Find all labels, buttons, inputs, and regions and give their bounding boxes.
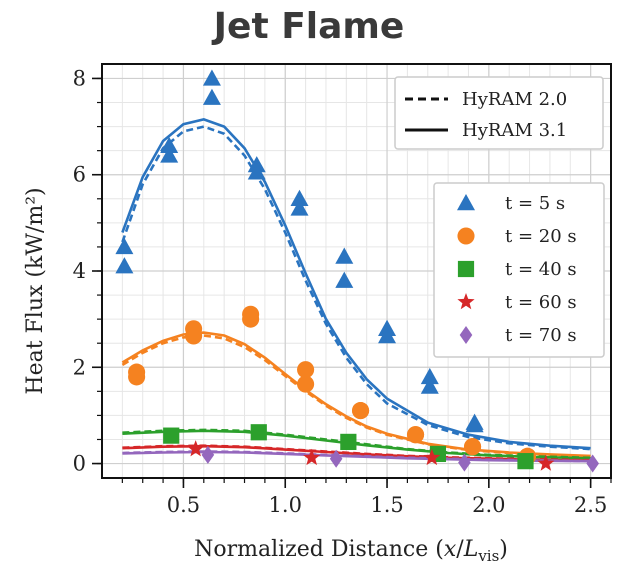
data-point-t-40-s bbox=[250, 424, 267, 441]
legend-label-hyram-3-1: HyRAM 3.1 bbox=[462, 120, 567, 141]
legend-label-t-20-s: t = 20 s bbox=[505, 226, 577, 247]
legend-label-t-5-s: t = 5 s bbox=[505, 193, 565, 214]
data-point-t-20-s bbox=[406, 426, 425, 444]
data-point-t-20-s bbox=[242, 310, 260, 328]
legend-triangle-icon bbox=[457, 194, 475, 211]
data-point-t-40-s bbox=[517, 453, 534, 470]
y-tick-label: 6 bbox=[73, 163, 86, 187]
x-tick-label: 1.0 bbox=[269, 493, 302, 517]
data-point-t-20-s bbox=[297, 375, 315, 393]
y-tick-label: 8 bbox=[73, 66, 86, 90]
data-point-t-70-s bbox=[586, 454, 599, 473]
legend-models: HyRAM 2.0 HyRAM 3.1 bbox=[394, 76, 604, 150]
data-point-t-20-s bbox=[297, 361, 315, 379]
data-point-t-20-s bbox=[352, 402, 370, 420]
x-tick-label: 0.5 bbox=[167, 493, 200, 517]
data-point-t-20-s bbox=[185, 327, 203, 345]
data-point-t-5-s bbox=[202, 88, 221, 105]
data-point-t-5-s bbox=[202, 69, 221, 86]
data-point-t-5-s bbox=[115, 237, 134, 255]
y-tick-label: 4 bbox=[73, 259, 86, 283]
data-point-t-40-s bbox=[163, 427, 180, 444]
data-point-t-70-s bbox=[458, 453, 471, 472]
legend-square-icon bbox=[457, 260, 475, 278]
legend-diamond-icon bbox=[459, 326, 473, 344]
legend-label-t-40-s: t = 40 s bbox=[505, 259, 577, 280]
x-tick-label: 1.5 bbox=[370, 493, 403, 517]
data-point-t-5-s bbox=[335, 247, 354, 264]
legend-star-icon bbox=[457, 293, 475, 310]
data-point-t-5-s bbox=[160, 136, 179, 154]
data-point-t-5-s bbox=[290, 199, 309, 216]
x-axis-label: Normalized Distance (x/Lvis) bbox=[194, 537, 508, 563]
data-point-t-70-s bbox=[329, 449, 343, 468]
chart-title: Jet Flame bbox=[213, 6, 405, 47]
data-point-t-5-s bbox=[420, 377, 439, 394]
legend-times-box bbox=[433, 182, 605, 358]
axis-ticks: 0.5 1.0 1.5 2.0 2.5 0 2 4 6 8 bbox=[73, 66, 612, 517]
model-2-0-line-t-5-s bbox=[121, 125, 591, 451]
y-tick-label: 2 bbox=[73, 355, 86, 379]
x-tick-label: 2.0 bbox=[472, 493, 505, 517]
data-point-t-70-s bbox=[201, 445, 215, 464]
data-point-t-60-s bbox=[537, 454, 555, 471]
data-point-t-60-s bbox=[303, 448, 321, 466]
data-point-t-5-s bbox=[290, 189, 309, 206]
data-point-t-20-s bbox=[128, 368, 146, 386]
data-point-t-5-s bbox=[465, 416, 484, 433]
data-point-t-40-s bbox=[340, 433, 357, 450]
data-point-t-5-s bbox=[115, 257, 134, 274]
data-point-t-5-s bbox=[335, 271, 354, 288]
data-point-t-60-s bbox=[423, 448, 441, 466]
legend-label-hyram-2-0: HyRAM 2.0 bbox=[462, 89, 567, 110]
legend-times: t = 5 s t = 20 s t = 40 s t = 60 s t = 70 s bbox=[433, 182, 605, 358]
data-point-t-5-s bbox=[420, 367, 439, 385]
data-point-t-60-s bbox=[187, 440, 205, 457]
x-tick-label: 2.5 bbox=[574, 493, 607, 517]
model-3-1-line-t-5-s bbox=[121, 118, 591, 450]
data-point-t-20-s bbox=[464, 438, 482, 456]
model-2-0-line-t-20-s bbox=[121, 334, 591, 458]
data-markers bbox=[115, 69, 599, 473]
legend-label-t-70-s: t = 70 s bbox=[505, 325, 577, 346]
y-axis-label: Heat Flux (kW/m²) bbox=[23, 187, 48, 394]
data-point-t-5-s bbox=[378, 326, 397, 344]
legend-circle-icon bbox=[457, 227, 475, 245]
data-point-t-5-s bbox=[247, 163, 266, 180]
legend-label-t-60-s: t = 60 s bbox=[505, 292, 577, 313]
y-tick-label: 0 bbox=[73, 452, 86, 476]
data-point-t-5-s bbox=[160, 146, 179, 163]
